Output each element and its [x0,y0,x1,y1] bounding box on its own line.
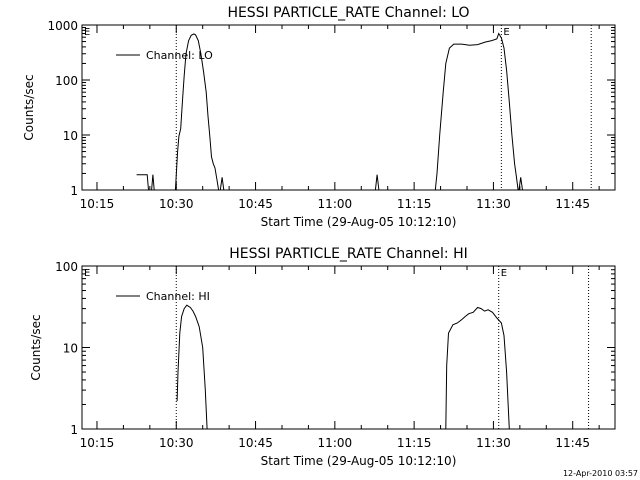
x-tick-label: 10:30 [159,436,194,450]
chart-panel-hi: HESSI PARTICLE_RATE Channel: HI 10:15 10:3… [29,246,616,468]
series-line [219,177,225,191]
x-axis-label: Start Time (29-Aug-05 10:12:10) [261,215,457,229]
series-line [445,306,510,430]
chart-title: HESSI PARTICLE_RATE Channel: LO [227,5,469,21]
chart-title: HESSI PARTICLE_RATE Channel: HI [229,246,467,262]
x-tick-label: 11:00 [318,436,353,450]
series-line [174,33,220,191]
series-line [518,177,523,191]
plot-frame [81,24,616,191]
series-line [434,32,519,191]
series-line [136,174,149,191]
x-tick-label: 10:30 [159,197,194,211]
x-tick-label: 11:45 [555,436,590,450]
marker-label: E [84,27,90,38]
legend-label: Channel: HI [146,290,210,303]
x-tick-label: 10:45 [238,436,273,450]
x-tick-label: 10:45 [238,197,273,211]
y-tick-label: 1 [70,184,78,198]
x-tick-label: 11:00 [318,197,353,211]
x-tick-label: 11:15 [397,197,432,211]
y-tick-label: 100 [55,74,78,88]
timestamp-label: 12-Apr-2010 03:57 [563,469,638,478]
x-tick-label: 11:30 [476,197,511,211]
y-tick-label: 10 [63,342,78,356]
marker-label: E [503,27,509,38]
marker-label: E [501,268,507,279]
y-tick-label: 100 [55,260,78,274]
y-axis-label: Counts/sec [22,74,36,140]
chart-panel-lo: HESSI PARTICLE_RATE Channel: LO 10:15 10:3… [22,5,616,229]
x-tick-label: 10:15 [80,197,115,211]
x-axis-label: Start Time (29-Aug-05 10:12:10) [261,454,457,468]
marker-label: E [84,268,90,279]
series-line [374,174,380,191]
y-tick-label: 1 [70,423,78,437]
y-tick-label: 10 [63,129,78,143]
y-tick-label: 1000 [47,19,78,33]
x-tick-label: 11:45 [555,197,590,211]
y-axis-label: Counts/sec [29,314,43,380]
x-tick-label: 11:15 [397,436,432,450]
x-tick-label: 10:15 [80,436,115,450]
series-line [151,174,155,191]
legend-label: Channel: LO [146,49,213,62]
series-line [176,304,208,430]
x-tick-label: 11:30 [476,436,511,450]
